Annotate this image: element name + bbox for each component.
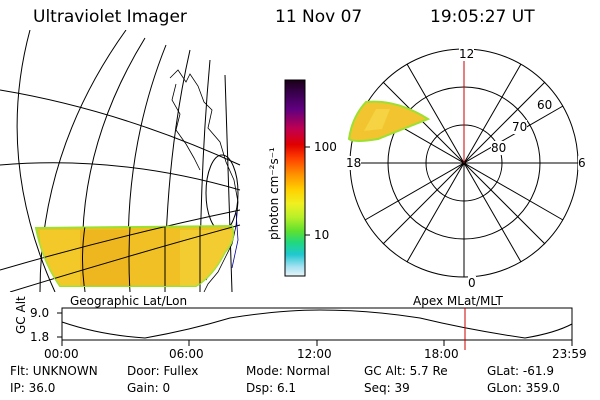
altitude-ytick-9: 9.0 <box>30 306 50 320</box>
info-glat: GLat: -61.9 <box>487 364 554 378</box>
info-gcalt: GC Alt: 5.7 Re <box>364 364 448 378</box>
mlat-label-60: 60 <box>537 98 553 112</box>
mlt-label-18: 18 <box>346 156 362 170</box>
mlat-label-80: 80 <box>491 141 507 155</box>
info-flt: Flt: UNKNOWN <box>10 364 98 378</box>
info-mode: Mode: Normal <box>246 364 330 378</box>
mlt-label-6: 6 <box>578 156 586 170</box>
time-tick-0000: 00:00 <box>44 347 79 361</box>
mlt-label-0: 0 <box>468 276 476 290</box>
colorbar-tick-10: 10 <box>314 228 330 242</box>
colorbar <box>284 79 310 277</box>
time-tick-0600: 06:00 <box>169 347 204 361</box>
geographic-label: Geographic Lat/Lon <box>70 294 188 308</box>
altitude-ylabel: GC Alt <box>14 296 28 334</box>
info-door: Door: Fullex <box>127 364 199 378</box>
colorbar-tick-100: 100 <box>314 140 337 154</box>
time-label: 19:05:27 UT <box>430 7 535 27</box>
mlt-label-12: 12 <box>459 47 475 61</box>
polar-label: Apex MLat/MLT <box>413 294 503 308</box>
polar-plot <box>347 48 579 278</box>
altitude-curve <box>61 309 573 339</box>
info-seq: Seq: 39 <box>364 381 410 395</box>
instrument-title: Ultraviolet Imager <box>33 7 187 27</box>
info-gain: Gain: 0 <box>127 381 171 395</box>
geographic-map <box>0 30 241 292</box>
altitude-ytick-1.8: 1.8 <box>30 330 50 344</box>
auroral-oval-polar <box>347 100 431 142</box>
altitude-plot <box>57 307 573 350</box>
info-dsp: Dsp: 6.1 <box>246 381 297 395</box>
time-tick-2359: 23:59 <box>552 347 587 361</box>
time-tick-1800: 18:00 <box>424 347 459 361</box>
colorbar-unit-label: photon cm⁻²s⁻¹ <box>267 147 281 240</box>
mlat-label-70: 70 <box>512 120 528 134</box>
info-glon: GLon: 359.0 <box>487 381 560 395</box>
time-tick-1200: 12:00 <box>297 347 332 361</box>
date-label: 11 Nov 07 <box>275 7 363 27</box>
info-ip: IP: 36.0 <box>10 381 56 395</box>
